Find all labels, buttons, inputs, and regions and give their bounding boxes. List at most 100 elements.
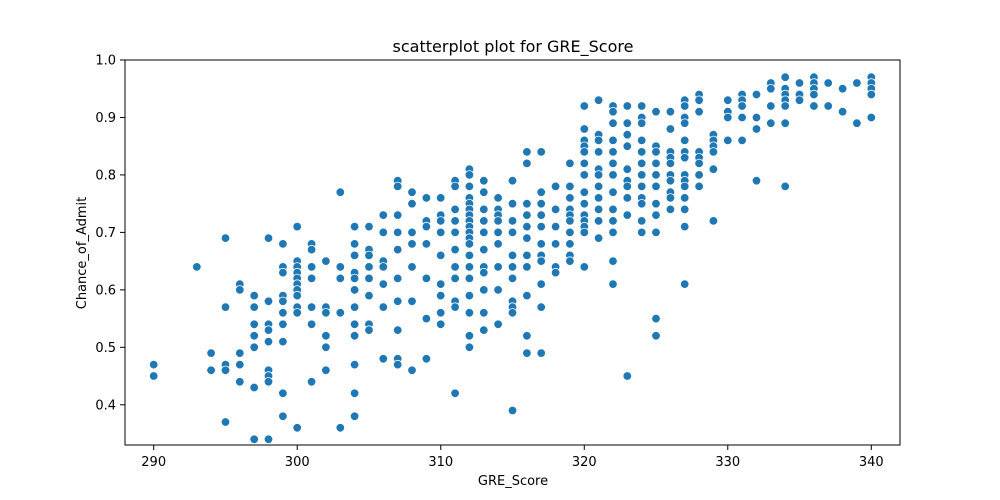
- scatter-point: [680, 181, 690, 192]
- scatter-point: [292, 221, 302, 232]
- scatter-point: [407, 198, 417, 209]
- scatter-point: [263, 296, 274, 307]
- scatter-point: [550, 267, 561, 278]
- scatter-point: [608, 106, 618, 117]
- scatter-point: [522, 233, 532, 243]
- scatter-point: [479, 227, 489, 238]
- scatter-point: [680, 101, 690, 111]
- scatter-point: [565, 181, 575, 192]
- scatter-point: [622, 101, 633, 111]
- scatter-point: [450, 262, 460, 272]
- scatter-point: [306, 262, 317, 272]
- scatter-point: [579, 262, 590, 272]
- scatter-point: [421, 313, 432, 324]
- scatter-point: [622, 371, 633, 381]
- scatter-point: [823, 101, 833, 111]
- scatter-point: [206, 365, 216, 376]
- x-tick-label: 320: [572, 455, 597, 470]
- scatter-point: [292, 423, 302, 433]
- scatter-point: [493, 239, 503, 249]
- scatter-point: [393, 244, 403, 255]
- scatter-point: [565, 216, 575, 226]
- scatter-point: [249, 342, 259, 353]
- scatter-point: [593, 135, 604, 146]
- scatter-point: [651, 147, 661, 157]
- scatter-point: [479, 308, 489, 318]
- scatter-point: [192, 262, 202, 272]
- scatter-point: [450, 388, 460, 399]
- scatter-point: [335, 273, 346, 284]
- scatter-point: [436, 227, 446, 238]
- scatter-point: [680, 193, 690, 203]
- scatter-point: [565, 256, 575, 266]
- scatter-point: [450, 204, 460, 215]
- scatter-point: [493, 216, 503, 226]
- scatter-point: [249, 331, 259, 341]
- scatter-point: [737, 135, 747, 146]
- scatter-point: [536, 198, 546, 209]
- scatter-point: [278, 336, 288, 347]
- scatter-point: [349, 273, 360, 284]
- scatter-point: [866, 112, 877, 123]
- scatter-point: [378, 354, 389, 364]
- scatter-point: [751, 124, 762, 134]
- scatter-point: [507, 198, 518, 209]
- scatter-point: [479, 267, 489, 278]
- scatter-point: [823, 78, 833, 88]
- scatter-point: [479, 285, 489, 295]
- scatter-point: [536, 279, 546, 289]
- y-tick-label: 0.6: [95, 283, 116, 298]
- scatter-point: [436, 250, 446, 261]
- scatter-point: [507, 250, 518, 261]
- scatter-point: [421, 273, 432, 284]
- scatter-point: [507, 273, 518, 284]
- scatter-point: [837, 106, 848, 117]
- scatter-point: [493, 285, 503, 295]
- scatter-point: [579, 187, 590, 197]
- chart-title: scatterplot plot for GRE_Score: [393, 37, 634, 57]
- scatter-point: [665, 204, 676, 215]
- scatter-point: [550, 181, 561, 192]
- y-tick-label: 0.8: [95, 168, 116, 183]
- scatter-point: [852, 118, 862, 128]
- scatter-point: [479, 204, 489, 215]
- scatter-point: [407, 187, 417, 197]
- scatter-point: [852, 78, 862, 88]
- scatter-point: [694, 95, 704, 105]
- scatter-point: [680, 221, 690, 232]
- scatter-point: [479, 175, 489, 186]
- scatter-point: [249, 434, 259, 445]
- scatter-point: [321, 342, 331, 353]
- scatter-point: [321, 331, 331, 341]
- scatter-point: [335, 262, 346, 272]
- scatter-point: [292, 290, 302, 301]
- scatter-point: [579, 124, 590, 134]
- scatter-point: [608, 279, 618, 289]
- scatter-point: [751, 175, 762, 186]
- scatter-point: [292, 308, 302, 318]
- scatter-point: [206, 348, 216, 358]
- x-tick-label: 340: [859, 455, 884, 470]
- scatter-point: [579, 101, 590, 111]
- scatter-point: [263, 336, 274, 347]
- scatter-point: [622, 129, 633, 140]
- scatter-point: [421, 193, 432, 203]
- scatter-point: [565, 158, 575, 169]
- scatter-point: [249, 290, 259, 301]
- scatter-point: [235, 359, 245, 370]
- scatter-point: [550, 239, 561, 249]
- scatter-point: [263, 233, 274, 243]
- scatter-point: [751, 112, 762, 123]
- scatter-point: [608, 187, 618, 197]
- scatter-point: [479, 187, 489, 197]
- scatter-point: [536, 348, 546, 358]
- y-tick-label: 1.0: [95, 54, 116, 69]
- scatter-point: [436, 290, 446, 301]
- scatter-point: [680, 279, 690, 289]
- y-axis-label: Chance_of_Admit: [75, 197, 90, 310]
- scatter-point: [766, 118, 776, 128]
- scatter-point: [780, 72, 790, 82]
- scatter-point: [479, 216, 489, 226]
- scatter-point: [522, 221, 532, 232]
